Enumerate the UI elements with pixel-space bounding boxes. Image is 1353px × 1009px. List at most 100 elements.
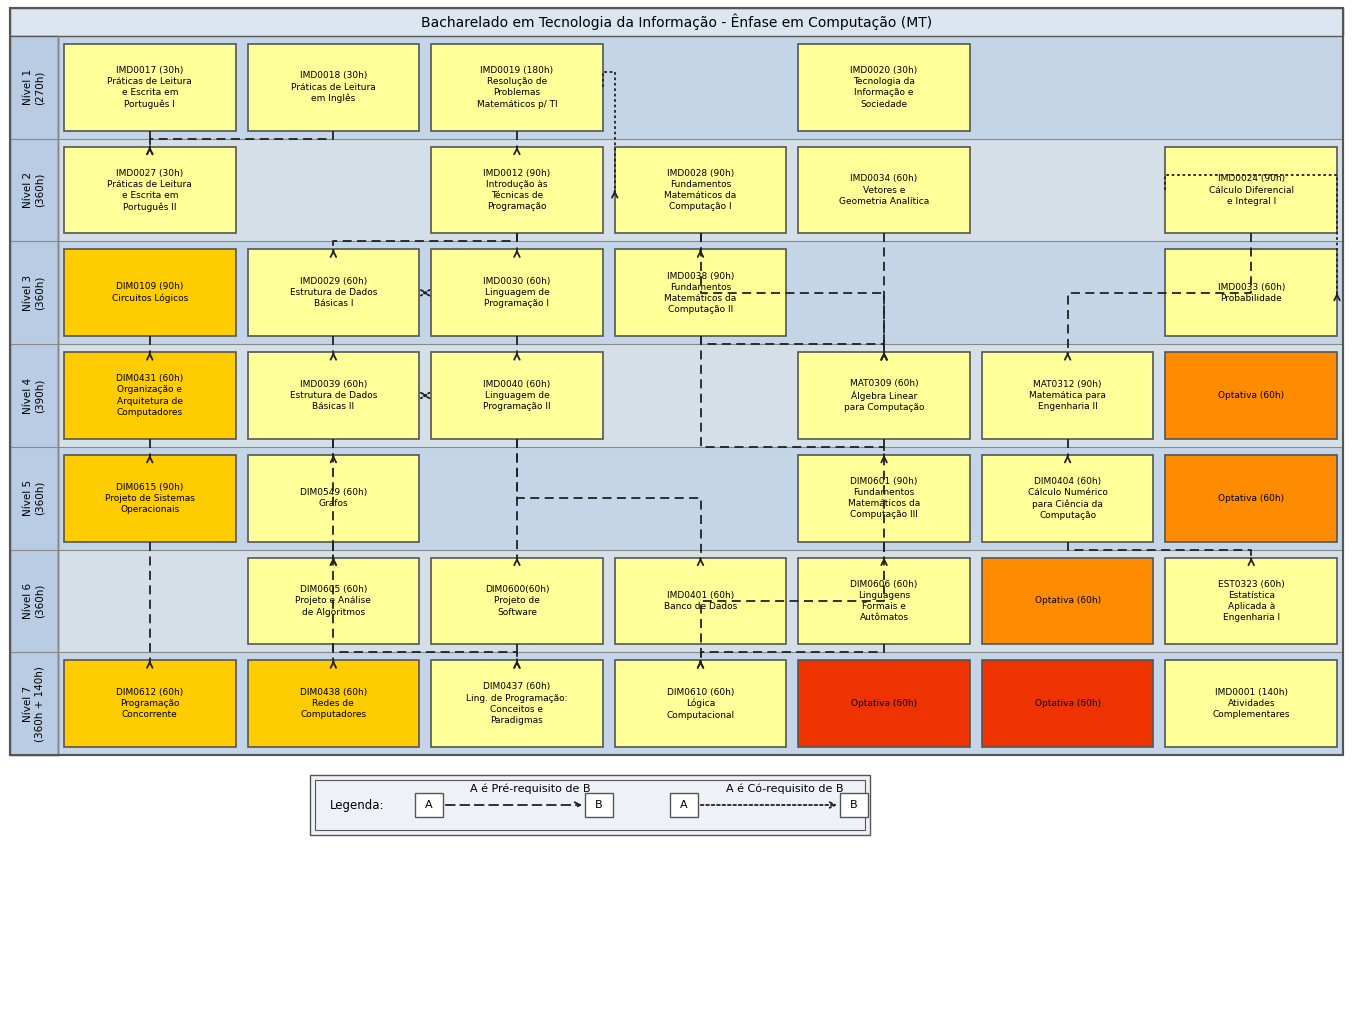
- Polygon shape: [798, 558, 970, 645]
- Polygon shape: [248, 455, 419, 542]
- Text: IMD0401 (60h)
Banco de Dados: IMD0401 (60h) Banco de Dados: [664, 591, 737, 611]
- Polygon shape: [58, 344, 1344, 447]
- Text: IMD0028 (90h)
Fundamentos
Matemáticos da
Computação I: IMD0028 (90h) Fundamentos Matemáticos da…: [664, 169, 736, 211]
- Polygon shape: [64, 352, 235, 439]
- Polygon shape: [982, 660, 1153, 747]
- Polygon shape: [982, 352, 1153, 439]
- Polygon shape: [432, 558, 602, 645]
- Polygon shape: [614, 660, 786, 747]
- Polygon shape: [58, 550, 1344, 652]
- Text: DIM0610 (60h)
Lógica
Computacional: DIM0610 (60h) Lógica Computacional: [667, 688, 735, 719]
- Text: IMD0018 (30h)
Práticas de Leitura
em Inglês: IMD0018 (30h) Práticas de Leitura em Ing…: [291, 72, 376, 103]
- Text: IMD0012 (90h)
Introdução às
Técnicas de
Programação: IMD0012 (90h) Introdução às Técnicas de …: [483, 169, 551, 211]
- Polygon shape: [9, 8, 1344, 36]
- Polygon shape: [432, 352, 602, 439]
- Text: IMD0039 (60h)
Estrutura de Dados
Básicas II: IMD0039 (60h) Estrutura de Dados Básicas…: [290, 380, 377, 411]
- Text: IMD0030 (60h)
Linguagem de
Programação I: IMD0030 (60h) Linguagem de Programação I: [483, 277, 551, 309]
- Polygon shape: [64, 146, 235, 233]
- Text: DIM0404 (60h)
Cálculo Numérico
para Ciência da
Computação: DIM0404 (60h) Cálculo Numérico para Ciên…: [1028, 476, 1108, 520]
- Text: IMD0038 (90h)
Fundamentos
Matemáticos da
Computação II: IMD0038 (90h) Fundamentos Matemáticos da…: [664, 271, 736, 314]
- Polygon shape: [58, 138, 1344, 241]
- Text: Nível 6
(360h): Nível 6 (360h): [23, 583, 45, 619]
- Polygon shape: [432, 44, 602, 131]
- Polygon shape: [614, 146, 786, 233]
- Polygon shape: [1165, 660, 1337, 747]
- Polygon shape: [798, 352, 970, 439]
- Polygon shape: [1165, 455, 1337, 542]
- Text: Bacharelado em Tecnologia da Informação - Ênfase em Computação (MT): Bacharelado em Tecnologia da Informação …: [421, 14, 932, 30]
- Polygon shape: [614, 558, 786, 645]
- Text: IMD0019 (180h)
Resolução de
Problemas
Matemáticos p/ TI: IMD0019 (180h) Resolução de Problemas Ma…: [476, 67, 557, 109]
- Polygon shape: [9, 8, 1344, 755]
- Text: IMD0034 (60h)
Vetores e
Geometria Analítica: IMD0034 (60h) Vetores e Geometria Analít…: [839, 175, 930, 206]
- Polygon shape: [670, 793, 698, 817]
- Text: Nível 2
(360h): Nível 2 (360h): [23, 172, 45, 208]
- Text: B: B: [850, 800, 858, 810]
- Polygon shape: [798, 146, 970, 233]
- Text: Nível 1
(270h): Nível 1 (270h): [23, 70, 45, 105]
- Text: DIM0431 (60h)
Organização e
Arquitetura de
Computadores: DIM0431 (60h) Organização e Arquitetura …: [116, 374, 184, 417]
- Text: DIM0615 (90h)
Projeto de Sistemas
Operacionais: DIM0615 (90h) Projeto de Sistemas Operac…: [104, 482, 195, 514]
- Polygon shape: [310, 775, 870, 835]
- Polygon shape: [982, 455, 1153, 542]
- Polygon shape: [432, 249, 602, 336]
- Polygon shape: [1165, 249, 1337, 336]
- Text: Optativa (60h): Optativa (60h): [1035, 596, 1101, 605]
- Polygon shape: [248, 44, 419, 131]
- Text: Nível 7
(360h + 140h): Nível 7 (360h + 140h): [23, 666, 45, 742]
- Text: DIM0600(60h)
Projeto de
Software: DIM0600(60h) Projeto de Software: [484, 585, 549, 616]
- Text: DIM0601 (90h)
Fundamentos
Matemáticos da
Computação III: DIM0601 (90h) Fundamentos Matemáticos da…: [848, 477, 920, 520]
- Polygon shape: [64, 44, 235, 131]
- Polygon shape: [798, 455, 970, 542]
- Polygon shape: [1165, 558, 1337, 645]
- Text: DIM0438 (60h)
Redes de
Computadores: DIM0438 (60h) Redes de Computadores: [300, 688, 367, 719]
- Text: Nível 5
(360h): Nível 5 (360h): [23, 480, 45, 517]
- Text: Optativa (60h): Optativa (60h): [851, 699, 917, 708]
- Polygon shape: [1165, 352, 1337, 439]
- Text: A: A: [425, 800, 433, 810]
- Polygon shape: [798, 660, 970, 747]
- Text: DIM0549 (60h)
Grafos: DIM0549 (60h) Grafos: [300, 488, 367, 509]
- Text: B: B: [595, 800, 603, 810]
- Text: Optativa (60h): Optativa (60h): [1035, 699, 1101, 708]
- Text: MAT0312 (90h)
Matemática para
Engenharia II: MAT0312 (90h) Matemática para Engenharia…: [1030, 380, 1107, 411]
- Text: Optativa (60h): Optativa (60h): [1218, 391, 1284, 400]
- Polygon shape: [614, 249, 786, 336]
- Text: DIM0606 (60h)
Linguagens
Formais e
Autômatos: DIM0606 (60h) Linguagens Formais e Autôm…: [851, 580, 917, 623]
- Text: IMD0001 (140h)
Atividades
Complementares: IMD0001 (140h) Atividades Complementares: [1212, 688, 1289, 719]
- Polygon shape: [248, 352, 419, 439]
- Text: IMD0033 (60h)
Probabilidade: IMD0033 (60h) Probabilidade: [1218, 283, 1285, 303]
- Text: Nível 3
(360h): Nível 3 (360h): [23, 274, 45, 311]
- Polygon shape: [432, 146, 602, 233]
- Polygon shape: [982, 558, 1153, 645]
- Text: MAT0309 (60h)
Álgebra Linear
para Computação: MAT0309 (60h) Álgebra Linear para Comput…: [844, 379, 924, 412]
- Polygon shape: [64, 455, 235, 542]
- Polygon shape: [248, 249, 419, 336]
- Polygon shape: [248, 558, 419, 645]
- Polygon shape: [840, 793, 869, 817]
- Text: IMD0017 (30h)
Práticas de Leitura
e Escrita em
Português I: IMD0017 (30h) Práticas de Leitura e Escr…: [107, 66, 192, 109]
- Text: A: A: [681, 800, 687, 810]
- Text: A é Pré-requisito de B: A é Pré-requisito de B: [469, 784, 590, 794]
- Text: EST0323 (60h)
Estatística
Aplicada à
Engenharia I: EST0323 (60h) Estatística Aplicada à Eng…: [1218, 580, 1284, 623]
- Text: DIM0437 (60h)
Ling. de Programação:
Conceitos e
Paradigmas: DIM0437 (60h) Ling. de Programação: Conc…: [467, 682, 568, 724]
- Text: Optativa (60h): Optativa (60h): [1218, 493, 1284, 502]
- Text: IMD0027 (30h)
Práticas de Leitura
e Escrita em
Português II: IMD0027 (30h) Práticas de Leitura e Escr…: [107, 169, 192, 212]
- Polygon shape: [415, 793, 442, 817]
- Polygon shape: [1165, 146, 1337, 233]
- Polygon shape: [64, 660, 235, 747]
- Text: IMD0020 (30h)
Tecnologia da
Informação e
Sociedade: IMD0020 (30h) Tecnologia da Informação e…: [851, 67, 917, 109]
- Text: IMD0040 (60h)
Linguagem de
Programação II: IMD0040 (60h) Linguagem de Programação I…: [483, 380, 551, 411]
- Polygon shape: [584, 793, 613, 817]
- Polygon shape: [64, 249, 235, 336]
- Text: IMD0024 (90h)
Cálculo Diferencial
e Integral I: IMD0024 (90h) Cálculo Diferencial e Inte…: [1208, 175, 1293, 206]
- Text: DIM0109 (90h)
Circuitos Lógicos: DIM0109 (90h) Circuitos Lógicos: [112, 283, 188, 303]
- Polygon shape: [798, 44, 970, 131]
- Polygon shape: [432, 660, 602, 747]
- Text: DIM0612 (60h)
Programação
Concorrente: DIM0612 (60h) Programação Concorrente: [116, 688, 184, 719]
- Text: Nível 4
(390h): Nível 4 (390h): [23, 377, 45, 414]
- Polygon shape: [248, 660, 419, 747]
- Text: DIM0605 (60h)
Projeto e Análise
de Algoritmos: DIM0605 (60h) Projeto e Análise de Algor…: [295, 585, 371, 616]
- Text: A é Có-requisito de B: A é Có-requisito de B: [727, 784, 844, 794]
- Polygon shape: [9, 36, 58, 755]
